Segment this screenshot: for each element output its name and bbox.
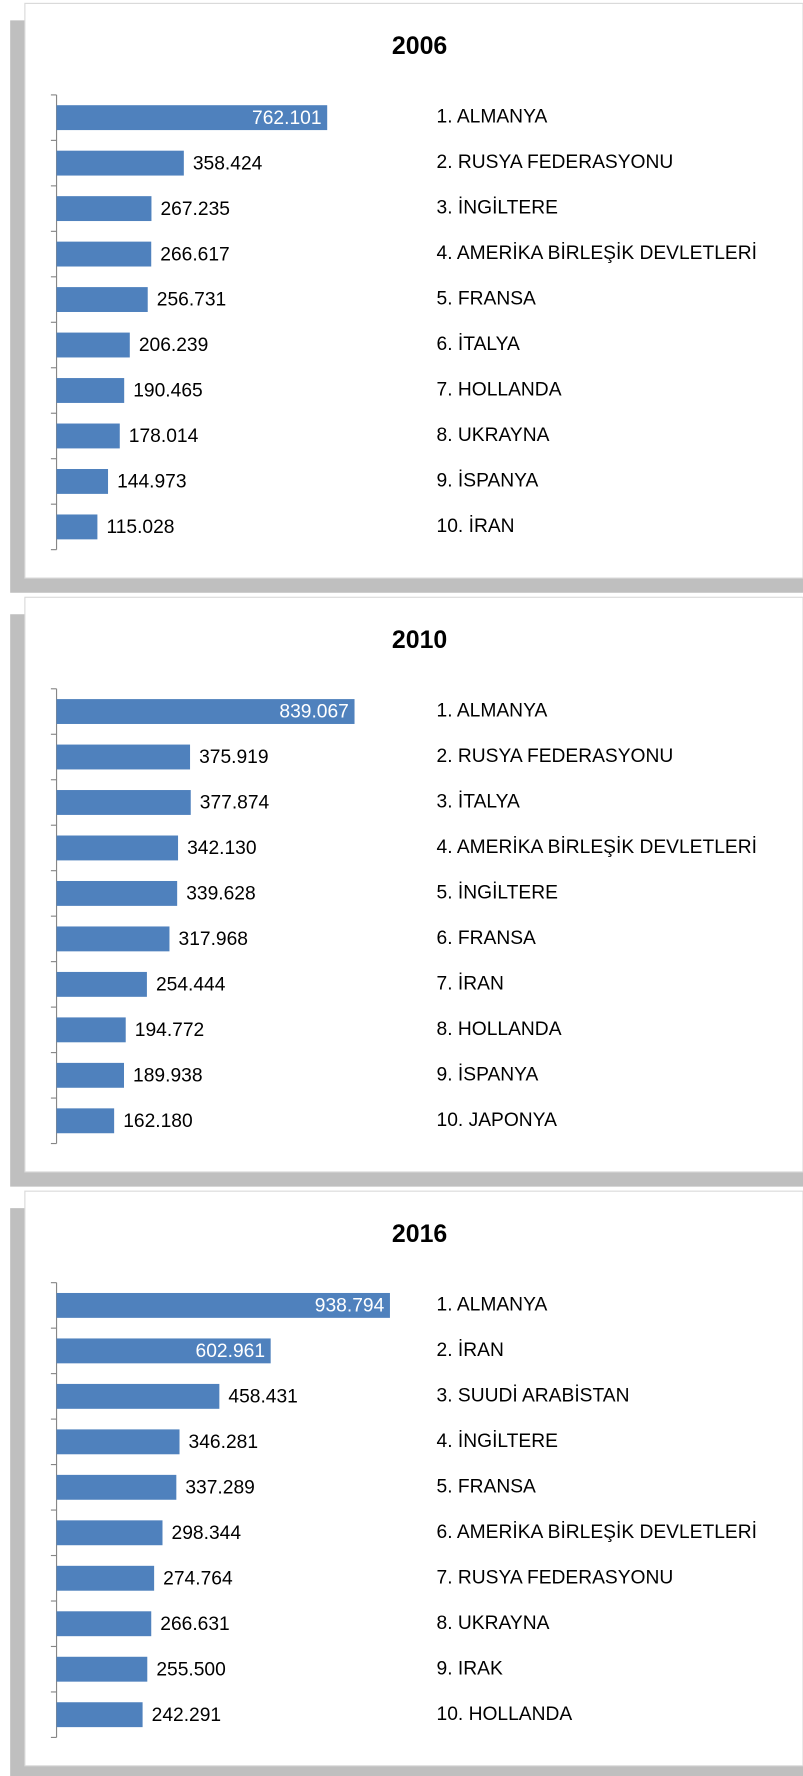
category-label: 7. RUSYA FEDERASYONU xyxy=(437,1567,674,1588)
bar xyxy=(56,1656,148,1682)
bar xyxy=(56,423,120,449)
bar xyxy=(56,1017,126,1043)
category-label: 10. İRAN xyxy=(437,516,515,537)
category-label: 5. İNGİLTERE xyxy=(437,883,558,904)
value-label: 266.631 xyxy=(160,1614,229,1635)
chart-title: 2016 xyxy=(392,1220,447,1248)
bar xyxy=(56,1338,271,1364)
category-label: 6. AMERİKA BİRLEŞİK DEVLETLERİ xyxy=(437,1522,757,1543)
bar xyxy=(56,1520,163,1546)
bar xyxy=(56,835,179,861)
value-label: 375.919 xyxy=(199,747,268,768)
bar xyxy=(56,1565,155,1591)
bar xyxy=(56,926,170,952)
bar xyxy=(56,1429,180,1455)
value-label: 190.465 xyxy=(133,381,202,402)
value-label: 377.874 xyxy=(200,793,270,814)
value-label: 267.235 xyxy=(161,199,230,220)
bar xyxy=(56,1292,390,1318)
value-label: 254.444 xyxy=(156,975,226,996)
value-label: 346.281 xyxy=(189,1432,258,1453)
value-label: 839.067 xyxy=(279,702,348,723)
bar xyxy=(56,744,191,770)
value-label: 342.130 xyxy=(187,838,256,859)
value-label: 206.239 xyxy=(139,335,208,356)
value-label: 602.961 xyxy=(196,1341,265,1362)
bar xyxy=(56,105,328,131)
category-label: 1. ALMANYA xyxy=(437,1294,548,1315)
category-label: 10. JAPONYA xyxy=(437,1110,558,1131)
category-label: 3. SUUDİ ARABİSTAN xyxy=(437,1385,630,1406)
value-label: 938.794 xyxy=(315,1296,385,1317)
bar xyxy=(56,880,178,906)
value-label: 339.628 xyxy=(186,884,255,905)
category-label: 8. UKRAYNA xyxy=(437,425,550,446)
category-label: 1. ALMANYA xyxy=(437,107,548,128)
category-label: 7. HOLLANDA xyxy=(437,380,562,401)
bar xyxy=(56,287,148,312)
category-label: 3. İTALYA xyxy=(437,792,520,813)
bar xyxy=(56,1062,125,1088)
bar xyxy=(56,150,184,176)
category-label: 9. İSPANYA xyxy=(437,471,539,492)
category-label: 6. FRANSA xyxy=(437,928,536,949)
value-label: 189.938 xyxy=(133,1066,202,1087)
bar xyxy=(56,468,109,494)
value-label: 255.500 xyxy=(156,1659,225,1680)
bar xyxy=(56,971,147,997)
bar xyxy=(56,241,152,267)
category-label: 9. IRAK xyxy=(437,1658,503,1679)
value-label: 162.180 xyxy=(123,1111,192,1132)
bar xyxy=(56,790,191,815)
value-label: 358.424 xyxy=(193,153,263,174)
value-label: 115.028 xyxy=(106,517,174,538)
value-label: 458.431 xyxy=(228,1387,297,1408)
bar xyxy=(56,378,125,403)
category-label: 2. RUSYA FEDERASYONU xyxy=(437,746,674,767)
category-label: 5. FRANSA xyxy=(437,289,536,310)
bar xyxy=(56,1702,143,1728)
category-label: 1. ALMANYA xyxy=(437,701,548,722)
category-label: 9. İSPANYA xyxy=(437,1064,539,1085)
bar xyxy=(56,332,130,358)
bar xyxy=(56,1383,220,1409)
value-label: 266.617 xyxy=(160,244,229,265)
chart-title: 2010 xyxy=(392,626,447,654)
category-label: 2. İRAN xyxy=(437,1340,504,1361)
value-label: 317.968 xyxy=(179,929,248,950)
panel xyxy=(24,2,803,579)
bar xyxy=(56,699,355,724)
bar xyxy=(56,514,98,540)
category-label: 7. İRAN xyxy=(437,973,504,994)
bar xyxy=(56,1474,177,1500)
value-label: 762.101 xyxy=(252,108,321,129)
bar xyxy=(56,1108,115,1134)
category-label: 4. AMERİKA BİRLEŞİK DEVLETLERİ xyxy=(437,837,757,858)
value-label: 298.344 xyxy=(172,1523,242,1544)
category-label: 4. İNGİLTERE xyxy=(437,1431,558,1452)
category-label: 4. AMERİKA BİRLEŞİK DEVLETLERİ xyxy=(437,243,757,264)
value-label: 242.291 xyxy=(152,1705,221,1726)
bar xyxy=(56,196,152,222)
category-label: 6. İTALYA xyxy=(437,334,520,355)
value-label: 194.772 xyxy=(135,1020,204,1041)
value-label: 178.014 xyxy=(129,426,199,447)
category-label: 5. FRANSA xyxy=(437,1476,536,1497)
category-label: 8. HOLLANDA xyxy=(437,1019,562,1040)
bar xyxy=(56,1611,152,1637)
category-label: 10. HOLLANDA xyxy=(437,1704,573,1725)
category-label: 3. İNGİLTERE xyxy=(437,198,558,219)
value-label: 256.731 xyxy=(157,290,226,311)
category-label: 8. UKRAYNA xyxy=(437,1613,550,1634)
value-label: 144.973 xyxy=(117,472,186,493)
chart-title: 2006 xyxy=(392,32,447,60)
category-label: 2. RUSYA FEDERASYONU xyxy=(437,152,674,173)
value-label: 274.764 xyxy=(163,1568,233,1589)
value-label: 337.289 xyxy=(185,1478,254,1499)
